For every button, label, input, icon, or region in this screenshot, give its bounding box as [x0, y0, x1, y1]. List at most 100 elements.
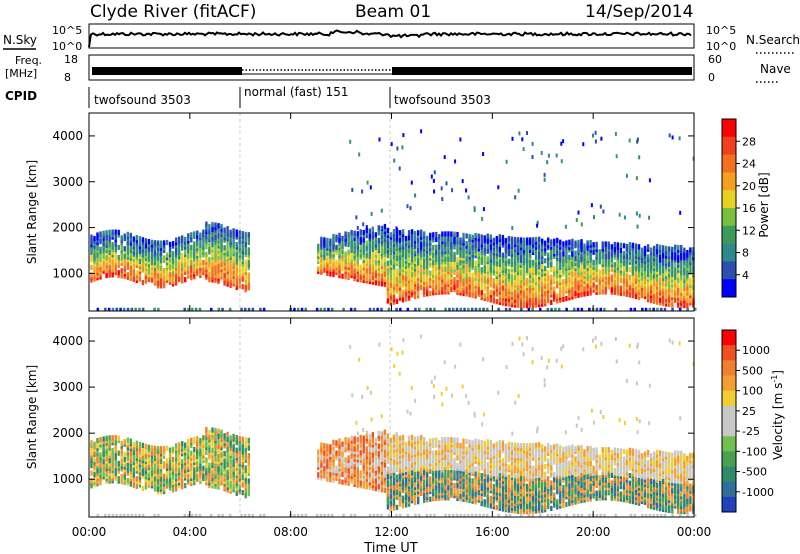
velocity-cell: [413, 436, 417, 442]
power-cell: [389, 232, 393, 238]
power-cell: [326, 237, 329, 244]
velocity-cell: [398, 435, 402, 441]
power-cell: [519, 275, 523, 281]
colorbar-tick-label: 8: [742, 247, 749, 260]
power-cell: [525, 265, 529, 271]
power-cell: [550, 307, 553, 311]
power-cell: [438, 264, 441, 270]
power-cell: [365, 227, 368, 234]
velocity-cell: [99, 437, 102, 443]
power-cell: [504, 307, 508, 311]
velocity-cell: [371, 432, 374, 438]
power-cell: [531, 307, 534, 311]
velocity-cell: [208, 434, 211, 440]
power-cell: [546, 160, 549, 165]
velocity-cell: [410, 434, 414, 441]
freq-panel: Freq. [MHz] 18 8 60 0 Nave: [5, 53, 791, 84]
velocity-cell: [317, 449, 320, 455]
power-cell: [359, 244, 362, 250]
velocity-cell: [147, 444, 151, 450]
power-cell: [556, 237, 559, 244]
power-cell: [453, 277, 456, 283]
power-cell: [538, 294, 541, 300]
power-cell: [622, 291, 626, 297]
velocity-cell: [123, 451, 126, 458]
power-cell: [589, 240, 592, 246]
power-cell: [414, 193, 417, 198]
power-cell: [519, 237, 523, 243]
velocity-cell: [323, 473, 326, 479]
power-cell: [297, 307, 300, 311]
power-cell: [383, 261, 387, 267]
velocity-cell: [141, 485, 145, 492]
power-cell: [522, 300, 526, 306]
power-cell: [390, 142, 393, 147]
power-cell: [459, 307, 463, 311]
power-cell: [374, 232, 377, 238]
power-cell: [686, 307, 689, 311]
velocity-cell: [383, 452, 387, 458]
velocity-cell: [329, 477, 332, 483]
power-cell: [689, 277, 692, 283]
power-cell: [538, 244, 541, 250]
power-cell: [409, 206, 412, 211]
power-cell: [595, 284, 598, 290]
power-cell: [138, 236, 142, 242]
power-cell: [181, 278, 184, 284]
power-cell: [683, 282, 686, 289]
power-cell: [541, 299, 544, 305]
velocity-cell: [356, 462, 359, 468]
power-cell: [510, 274, 514, 280]
power-cell: [574, 250, 577, 256]
velocity-cell: [404, 502, 408, 508]
velocity-cell: [208, 429, 211, 435]
power-cell: [178, 261, 181, 267]
power-cell: [235, 264, 238, 270]
power-cell: [547, 270, 550, 276]
power-cell: [640, 275, 644, 281]
power-cell: [562, 246, 565, 252]
power-cell: [440, 186, 443, 191]
power-cell: [541, 281, 544, 287]
velocity-cell: [126, 437, 129, 443]
power-cell: [622, 250, 626, 257]
power-cell: [564, 224, 567, 229]
velocity-cell: [90, 440, 93, 446]
velocity-cell: [211, 447, 214, 453]
power-cell: [652, 245, 656, 252]
power-cell: [341, 273, 344, 279]
velocity-cell: [214, 455, 217, 462]
power-cell: [531, 237, 535, 243]
power-cell: [550, 289, 553, 295]
power-cell: [510, 259, 514, 265]
power-cell: [635, 176, 638, 181]
velocity-cell: [114, 435, 117, 441]
power-cell: [468, 276, 471, 283]
power-cell: [525, 237, 529, 243]
power-cell: [550, 239, 553, 245]
power-cell: [410, 257, 414, 263]
velocity-cell: [120, 473, 123, 480]
power-cell: [497, 307, 500, 311]
power-cell: [228, 307, 232, 311]
velocity-cell: [356, 436, 359, 443]
power-cell: [689, 267, 692, 273]
freq-label-2: [MHz]: [5, 67, 37, 80]
velocity-cell: [426, 487, 429, 493]
power-cell: [628, 242, 632, 248]
velocity-cell: [241, 436, 244, 442]
power-cell: [686, 285, 689, 291]
velocity-cell: [90, 470, 93, 476]
power-cell: [359, 274, 362, 280]
velocity-cell: [226, 451, 229, 458]
power-cell: [610, 287, 613, 293]
velocity-cell: [395, 451, 399, 457]
power-cell: [383, 256, 387, 262]
power-cell: [640, 280, 644, 286]
power-cell: [362, 247, 365, 253]
freq-tick-bottom: 8: [64, 71, 71, 84]
velocity-cell: [162, 445, 166, 452]
power-cell: [193, 266, 196, 272]
velocity-cell: [398, 443, 402, 449]
power-cell: [543, 172, 546, 177]
